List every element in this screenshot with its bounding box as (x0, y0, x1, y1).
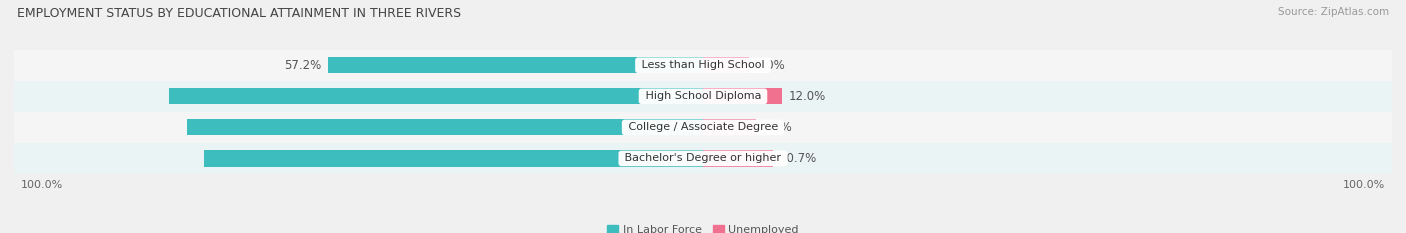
Bar (187, 119, 703, 135)
Text: 81.4%: 81.4% (643, 90, 683, 103)
Bar (169, 88, 703, 104)
Text: 78.6%: 78.6% (643, 121, 683, 134)
Bar (204, 150, 703, 167)
Text: Source: ZipAtlas.com: Source: ZipAtlas.com (1278, 7, 1389, 17)
Text: 100.0%: 100.0% (1343, 180, 1385, 190)
Bar (14, 81, 1392, 112)
Text: 57.2%: 57.2% (284, 59, 321, 72)
Bar (703, 57, 749, 73)
Text: 7.0%: 7.0% (755, 59, 785, 72)
Bar (14, 50, 1392, 81)
Legend: In Labor Force, Unemployed: In Labor Force, Unemployed (607, 225, 799, 233)
Bar (14, 143, 1392, 174)
Text: 76.1%: 76.1% (643, 152, 683, 165)
Text: High School Diploma: High School Diploma (641, 91, 765, 101)
Bar (703, 150, 773, 167)
Bar (703, 88, 782, 104)
Text: College / Associate Degree: College / Associate Degree (624, 122, 782, 132)
Bar (703, 119, 756, 135)
Bar (14, 112, 1392, 143)
Text: Bachelor's Degree or higher: Bachelor's Degree or higher (621, 154, 785, 163)
Text: 8.1%: 8.1% (762, 121, 793, 134)
Text: Less than High School: Less than High School (638, 60, 768, 70)
Text: EMPLOYMENT STATUS BY EDUCATIONAL ATTAINMENT IN THREE RIVERS: EMPLOYMENT STATUS BY EDUCATIONAL ATTAINM… (17, 7, 461, 20)
Text: 12.0%: 12.0% (789, 90, 825, 103)
Text: 10.7%: 10.7% (780, 152, 817, 165)
Bar (328, 57, 703, 73)
Text: 100.0%: 100.0% (21, 180, 63, 190)
